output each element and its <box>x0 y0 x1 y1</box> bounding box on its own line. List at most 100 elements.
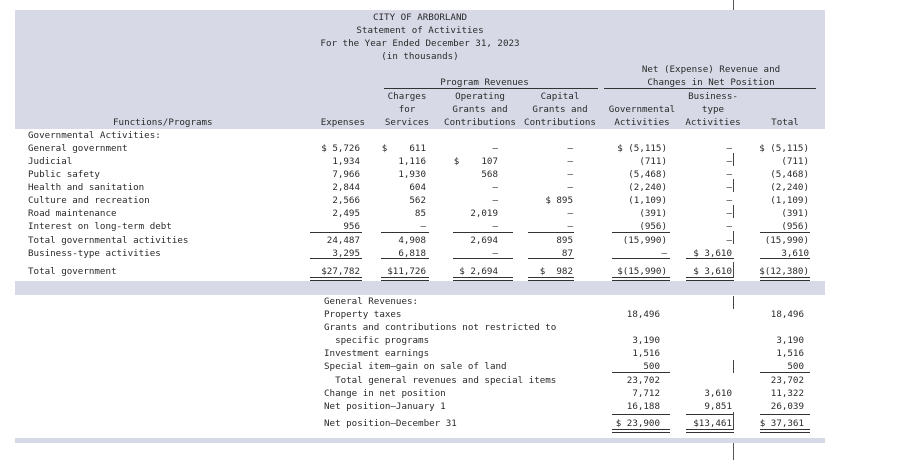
cell-operating: 568 <box>481 169 498 180</box>
program-revenues-underline <box>384 88 598 89</box>
cell-charges: – <box>420 221 426 232</box>
cell-business: – <box>726 195 732 206</box>
row-label: Road maintenance <box>28 208 117 219</box>
cell-expenses: 7,966 <box>332 169 360 180</box>
cell-expenses: 24,487 <box>326 235 360 246</box>
tick-mark <box>733 360 734 373</box>
cell-business: – <box>726 143 732 154</box>
cell-business: $ 3,610 <box>693 248 732 259</box>
underline-capital <box>528 232 574 233</box>
general-cell-total: 1,516 <box>776 348 804 359</box>
row-label: Health and sanitation <box>28 182 145 193</box>
cell-expenses: 956 <box>343 221 360 232</box>
row-label: Interest on long-term debt <box>28 221 172 232</box>
underline-charges <box>381 232 429 233</box>
underline-expenses <box>310 232 362 233</box>
net-group-label-1: Net (Expense) Revenue and <box>641 64 781 75</box>
net-group-underline <box>604 88 816 89</box>
separator-band <box>15 281 825 295</box>
gen-dbl-underline-bus <box>686 429 734 433</box>
general-cell-governmental: 500 <box>643 361 660 372</box>
cell-operating: $ 2,694 <box>459 266 498 277</box>
tick-mark <box>733 412 734 430</box>
general-row-label: Net position—January 1 <box>324 401 446 412</box>
cell-business: – <box>726 221 732 232</box>
cell-capital: 895 <box>556 235 573 246</box>
cell-charges: $ 611 <box>381 143 426 154</box>
cell-business: $ 3,610 <box>693 266 732 277</box>
col-charges-1: Charges <box>387 91 427 102</box>
general-cell-total: 11,322 <box>770 388 804 399</box>
general-row-label: Investment earnings <box>324 348 430 359</box>
cell-business: – <box>726 235 732 246</box>
gen-dbl-underline-gov <box>612 429 670 433</box>
cell-charges: 562 <box>409 195 426 206</box>
cell-total: (956) <box>781 221 809 232</box>
underline2-operating <box>453 258 513 259</box>
cell-total: (711) <box>781 156 809 167</box>
col-governmental-1: Governmental <box>608 104 676 115</box>
tick-mark <box>733 153 734 166</box>
underline2-capital <box>528 258 574 259</box>
column-divider-bottom <box>733 443 734 460</box>
cell-total: 3,610 <box>781 248 809 259</box>
general-row-label: Total general revenues and special items <box>324 375 557 386</box>
report-statement-title: Statement of Activities <box>356 25 484 36</box>
cell-expenses: 1,934 <box>332 156 360 167</box>
general-row-label: Property taxes <box>324 309 402 320</box>
col-capital-2: Grants and <box>532 104 588 115</box>
dbl-underline-operating <box>453 277 513 281</box>
general-cell-total: 26,039 <box>770 401 804 412</box>
dbl-underline-gov <box>612 277 670 281</box>
tick-mark <box>733 179 734 192</box>
dbl-underline-total <box>760 277 810 281</box>
underline2-bus <box>686 258 734 259</box>
col-expenses: Expenses <box>320 117 365 128</box>
general-cell-total: 23,702 <box>770 375 804 386</box>
cell-total: $(12,380) <box>759 266 809 277</box>
dbl-underline-charges <box>381 277 429 281</box>
col-operating-3: Contributions <box>444 117 516 128</box>
underline-gov <box>612 232 670 233</box>
cell-expenses: $ 5,726 <box>321 143 360 154</box>
cell-charges: 4,908 <box>398 235 426 246</box>
cell-governmental: (2,240) <box>628 182 667 193</box>
row-label: Total governmental activities <box>28 235 189 246</box>
tick-mark <box>733 231 734 244</box>
col-functions: Functions/Programs <box>113 117 213 128</box>
general-cell-business: 3,610 <box>704 388 732 399</box>
cell-total: (1,109) <box>770 195 809 206</box>
general-row-label: specific programs <box>324 335 430 346</box>
cell-total: (391) <box>781 208 809 219</box>
dbl-underline-bus <box>686 277 734 281</box>
cell-operating: – <box>492 248 498 259</box>
col-business-1: Business- <box>688 91 738 102</box>
report-period: For the Year Ended December 31, 2023 <box>320 38 520 49</box>
cell-capital: – <box>567 221 573 232</box>
col-governmental-2: Activities <box>614 117 670 128</box>
tick-mark <box>733 205 734 218</box>
cell-charges: 604 <box>409 182 426 193</box>
underline2-total <box>760 258 810 259</box>
cell-capital: – <box>567 182 573 193</box>
cell-charges: $11,726 <box>387 266 426 277</box>
column-divider-top <box>733 0 734 10</box>
cell-capital: – <box>567 143 573 154</box>
cell-capital: $ 895 <box>545 195 573 206</box>
general-row-label: Change in net position <box>324 388 446 399</box>
cell-total: $ (5,115) <box>759 143 809 154</box>
tick-mark <box>733 296 734 309</box>
cell-operating: $ 107 <box>453 156 498 167</box>
cell-capital: – <box>567 169 573 180</box>
cell-operating: – <box>492 182 498 193</box>
cell-business: – <box>726 208 732 219</box>
col-operating-1: Operating <box>455 91 505 102</box>
cell-governmental: (391) <box>639 208 667 219</box>
general-cell-total: 18,496 <box>770 309 804 320</box>
general-row-label: Net position—December 31 <box>324 418 457 429</box>
col-capital-1: Capital <box>540 91 580 102</box>
underline2-gov <box>612 258 670 259</box>
cell-expenses: 2,844 <box>332 182 360 193</box>
cell-expenses: $27,782 <box>321 266 360 277</box>
net-group-label-2: Changes in Net Position <box>647 77 775 88</box>
